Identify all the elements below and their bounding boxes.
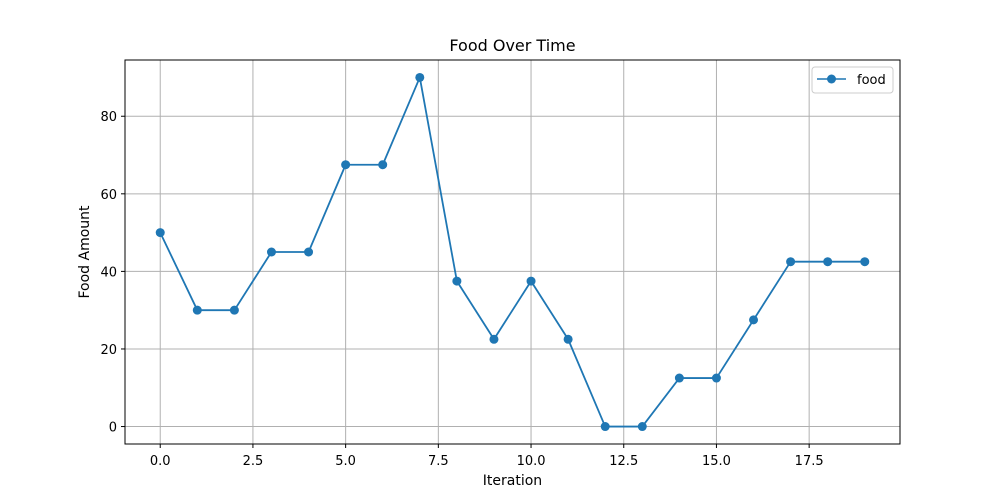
plot-frame [124,59,901,445]
series-line-food [159,76,865,428]
x-tick-label: 12.5 [609,454,638,469]
data-point-food [452,276,462,286]
y-tick-label: 20 [100,343,117,358]
y-tick-label: 80 [100,110,117,125]
data-point-food [860,257,870,267]
data-point-food [711,373,721,383]
x-tick-label: 5.0 [335,454,356,469]
y-axis-label: Food Amount [77,205,93,299]
data-point-food [341,160,351,170]
data-point-food [637,422,647,432]
grid [125,60,900,444]
x-tick-label: 15.0 [702,454,731,469]
x-tick-label: 17.5 [795,454,824,469]
data-point-food [749,315,759,325]
data-point-food [823,257,833,267]
x-tick-label: 0.0 [150,454,171,469]
data-point-food [600,422,610,432]
data-point-food [304,247,314,257]
data-point-food [266,247,276,257]
data-point-food [786,257,796,267]
data-point-food [229,305,239,315]
data-point-food [378,160,388,170]
data-point-food [192,305,202,315]
x-tick-label: 7.5 [428,454,449,469]
data-point-food [155,228,165,238]
data-point-food [489,334,499,344]
y-tick-label: 40 [100,265,117,280]
ticks: 0.0 2.5 5.0 7.5 10.0 12.5 15.0 17.5 0 20 40 60 80 [100,110,823,469]
x-tick-label: 10.0 [517,454,546,469]
data-point-food [674,373,684,383]
chart-title: Food Over Time [449,36,575,55]
legend-label-food: food [857,73,886,88]
series [155,72,870,432]
y-tick-label: 0 [109,421,117,436]
data-point-food [415,72,425,82]
legend-box [811,66,894,94]
x-axis-label: Iteration [483,473,542,489]
x-tick-label: 2.5 [243,454,264,469]
y-tick-label: 60 [100,188,117,203]
legend-marker-swatch [827,74,836,84]
data-point-food [563,334,573,344]
data-point-food [526,276,536,286]
legend: food [811,66,894,94]
